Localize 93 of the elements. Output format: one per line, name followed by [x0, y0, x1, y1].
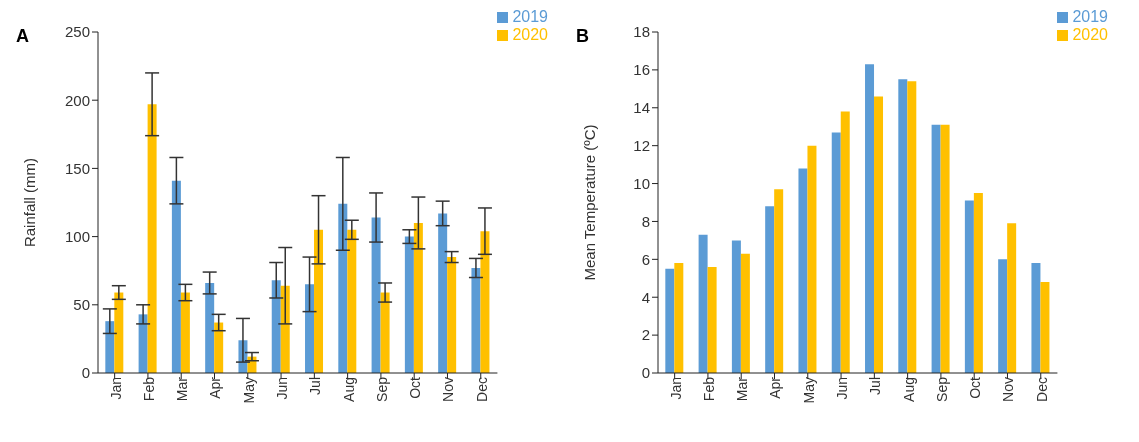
bar — [707, 266, 717, 373]
x-tick-label: Feb — [140, 376, 157, 402]
bar — [731, 240, 741, 373]
x-tick-label: Jul — [307, 377, 324, 395]
x-tick-label: Dec — [473, 377, 490, 402]
y-tick-label: 14 — [633, 99, 650, 117]
x-tick-label: Feb — [700, 376, 717, 402]
bar — [964, 200, 974, 373]
bar — [347, 229, 357, 373]
bar — [765, 206, 775, 373]
bar — [314, 229, 324, 373]
x-tick-label: Sep — [373, 376, 390, 402]
bar — [665, 268, 675, 373]
bar — [865, 64, 875, 373]
bar — [147, 104, 157, 373]
bar — [698, 234, 708, 373]
bar — [271, 280, 281, 373]
y-axis-title: Rainfall (mm) — [21, 157, 39, 248]
bar — [940, 124, 950, 373]
y-tick-label: 250 — [64, 23, 90, 41]
legend-label: 2019 — [1072, 8, 1108, 25]
y-tick-label: 16 — [633, 61, 650, 79]
bar — [380, 292, 390, 373]
bar — [404, 236, 414, 373]
x-tick-label: Jul — [867, 377, 884, 395]
bar — [413, 222, 423, 373]
bar — [171, 180, 181, 373]
bar — [798, 168, 808, 373]
bar — [831, 132, 841, 373]
bar — [931, 124, 941, 373]
bar — [338, 203, 348, 373]
x-tick-label: Jan — [107, 377, 124, 400]
bar — [740, 253, 750, 373]
x-tick-label: Mar — [174, 376, 191, 402]
bar — [305, 284, 315, 373]
bar — [898, 79, 908, 373]
x-tick-label: May — [240, 377, 257, 404]
y-tick-label: 4 — [641, 288, 650, 306]
bar — [840, 111, 850, 373]
bar — [874, 96, 884, 373]
bar — [447, 257, 457, 373]
y-tick-label: 150 — [64, 159, 90, 177]
x-tick-label: Aug — [340, 377, 357, 402]
bar — [1031, 263, 1041, 373]
bar — [371, 217, 381, 373]
x-tick-label: Apr — [767, 376, 784, 399]
bar — [480, 231, 490, 373]
legend-label: 2019 — [512, 8, 548, 25]
bar — [907, 81, 917, 373]
bar — [998, 259, 1008, 373]
y-tick-label: 10 — [633, 174, 650, 192]
y-axis-title: Mean Temperature (ºC) — [581, 124, 599, 281]
x-tick-label: Oct — [407, 376, 424, 399]
y-tick-label: 8 — [641, 212, 650, 230]
x-tick-label: Nov — [440, 377, 457, 402]
legend-label: 2020 — [512, 26, 548, 43]
x-tick-label: Sep — [933, 376, 950, 402]
x-tick-label: Jan — [667, 377, 684, 400]
bar — [214, 322, 224, 373]
y-tick-label: 100 — [64, 227, 90, 245]
y-tick-label: 18 — [633, 23, 650, 41]
x-tick-label: Apr — [207, 376, 224, 399]
bar — [774, 189, 784, 373]
bar — [807, 145, 817, 373]
chart-title: B — [576, 26, 589, 47]
bar — [674, 263, 684, 373]
bar — [105, 321, 115, 373]
y-tick-label: 12 — [633, 136, 650, 154]
x-tick-label: Jun — [274, 377, 290, 400]
y-tick-label: 50 — [73, 296, 90, 314]
bar — [471, 267, 481, 373]
bar — [438, 213, 448, 373]
x-tick-label: Jun — [834, 377, 850, 400]
x-tick-label: Oct — [967, 376, 984, 399]
bar — [180, 292, 190, 373]
x-tick-label: May — [800, 377, 817, 404]
bar — [1040, 282, 1050, 373]
y-tick-label: 2 — [641, 326, 650, 344]
x-tick-label: Mar — [734, 376, 751, 402]
y-tick-label: 0 — [81, 364, 90, 382]
bar — [138, 314, 148, 373]
x-tick-label: Nov — [1000, 377, 1017, 402]
bar — [205, 282, 215, 373]
x-tick-label: Aug — [900, 377, 917, 402]
bar — [114, 292, 124, 373]
chart-title: A — [16, 26, 29, 47]
y-tick-label: 200 — [64, 91, 90, 109]
y-tick-label: 6 — [641, 250, 650, 268]
x-tick-label: Dec — [1033, 377, 1050, 402]
legend-label: 2020 — [1072, 26, 1108, 43]
y-tick-label: 0 — [641, 364, 650, 382]
bar — [1007, 223, 1017, 373]
bar — [973, 193, 983, 373]
